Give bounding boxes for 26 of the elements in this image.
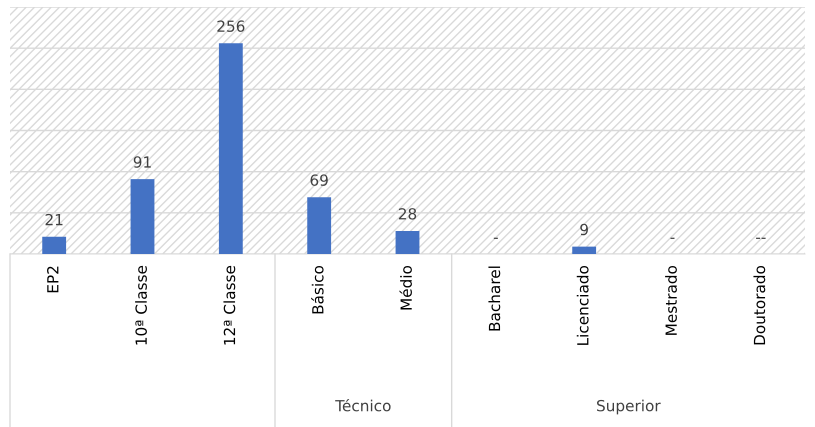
data-label: 91 [134, 156, 151, 168]
data-label: 21 [46, 214, 62, 226]
x-tick-label: Licenciado [576, 266, 589, 345]
bar [396, 230, 420, 254]
data-label: 256 [217, 20, 244, 32]
bar [130, 179, 154, 254]
x-tick-label: Básico [311, 266, 324, 314]
x-tick-label: EP2 [47, 266, 58, 292]
bar [572, 246, 596, 254]
data-label: 9 [580, 224, 588, 236]
text: - [494, 238, 498, 239]
x-tick-label: 10ª Classe [135, 266, 147, 345]
bar [307, 197, 332, 254]
text: - [670, 238, 675, 239]
text: Técnico [335, 398, 391, 412]
bar [42, 236, 66, 254]
bar [218, 43, 243, 254]
text: -- [756, 238, 766, 239]
x-tick-label: Médio [399, 266, 412, 310]
text: Superior [597, 400, 661, 414]
data-label: 69 [310, 174, 328, 186]
x-tick-label: Mestrado [665, 266, 677, 335]
data-label: 28 [398, 208, 416, 220]
x-tick-label: Doutorado [753, 266, 766, 344]
x-tick-label: Bacharel [488, 266, 500, 330]
x-tick-label: 12ª Classe [223, 266, 236, 345]
